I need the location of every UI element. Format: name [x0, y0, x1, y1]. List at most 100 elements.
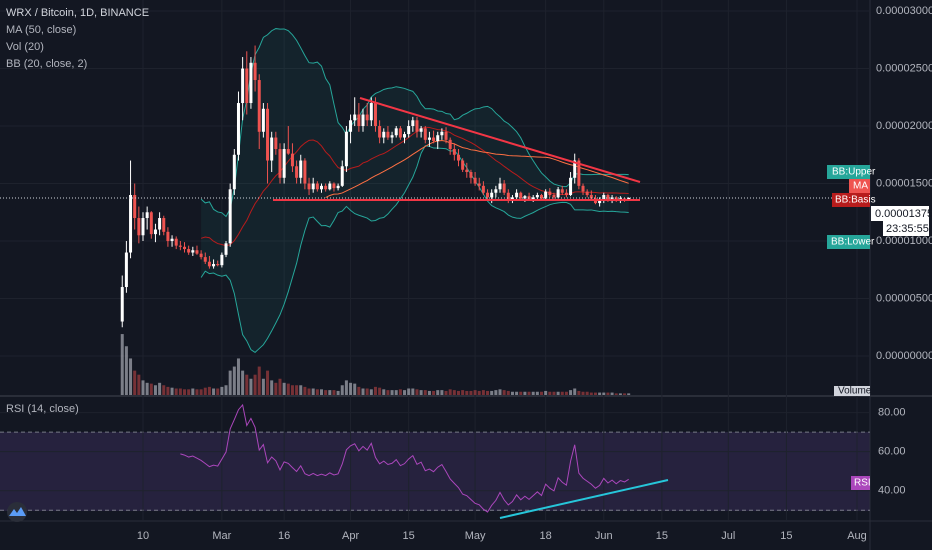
candle-body [224, 243, 228, 255]
indicator-legend: BB (20, close, 2) [6, 58, 87, 70]
volume-bar [357, 386, 361, 395]
volume-bar [461, 390, 465, 395]
candle-body [361, 114, 365, 127]
candle-body [261, 108, 265, 132]
volume-bar [249, 378, 253, 395]
volume-bar [552, 391, 556, 395]
volume-bar [373, 386, 377, 395]
bollinger-lower [200, 145, 629, 354]
volume-bar [199, 389, 203, 395]
tag-box [834, 386, 870, 396]
volume-bar [261, 378, 265, 395]
candle-body [585, 191, 589, 196]
volume-bar [423, 390, 427, 395]
candle-body [415, 120, 419, 132]
candle-body [523, 196, 527, 199]
volume-bar [232, 366, 236, 395]
volume-bar [490, 390, 494, 395]
volume-bar [315, 389, 319, 395]
volume-bar [344, 380, 348, 395]
volume-bar [382, 389, 386, 395]
candle-body [178, 245, 182, 247]
volume-bar [332, 390, 336, 395]
y-tick-label: 0.00000000 [876, 350, 932, 362]
candle-body [390, 135, 394, 138]
volume-bar [456, 390, 460, 395]
candle-body [195, 250, 199, 254]
volume-bar [544, 390, 548, 395]
volume-bar [257, 366, 261, 395]
candle-body [498, 183, 502, 190]
price-label: 0.00001375 [875, 208, 932, 220]
candle-body [274, 137, 278, 150]
volume-bar [465, 390, 469, 395]
candle-body [266, 108, 270, 161]
candle-body [220, 254, 224, 266]
volume-bar [158, 382, 162, 395]
y-tick-label: 0.00002500 [876, 62, 932, 74]
volume-bar [498, 389, 502, 395]
candle-body [490, 192, 494, 198]
x-tick-label: Apr [342, 530, 359, 542]
x-tick-label: 10 [137, 530, 149, 542]
x-tick-label: May [465, 530, 486, 542]
volume-bar [361, 388, 365, 395]
rsi-tick-label: 40.00 [878, 485, 906, 497]
rsi-tick-label: 80.00 [878, 407, 906, 419]
candle-body [378, 126, 382, 138]
candle-body [456, 154, 460, 161]
y-tick-label: 0.00003000 [876, 5, 932, 17]
tag: MA [853, 181, 868, 192]
candle-body [510, 197, 514, 200]
candle-body [257, 80, 261, 132]
chart-title: WRX / Bitcoin, 1D, BINANCE [6, 7, 149, 19]
candle-body [295, 166, 299, 178]
volume-bar [398, 389, 402, 395]
volume-bar [228, 370, 232, 395]
volume-bar [581, 391, 585, 395]
candle-body [199, 253, 203, 258]
candle-body [120, 287, 124, 322]
x-tick-label: 15 [403, 530, 415, 542]
volume-bar [469, 390, 473, 395]
candle-body [573, 160, 577, 178]
volume-bar [440, 390, 444, 395]
candle-body [232, 154, 236, 190]
candle-body [369, 103, 373, 121]
candle-body [278, 149, 282, 178]
volume-bar [606, 392, 610, 395]
candle-body [170, 238, 174, 242]
candle-body [519, 192, 523, 199]
volume-bar [515, 391, 519, 395]
candle-body [133, 195, 137, 219]
candle-body [228, 189, 232, 244]
volume-bar [477, 390, 481, 395]
volume-bar [390, 390, 394, 395]
candle-body [216, 264, 220, 266]
volume-bar [444, 390, 448, 395]
volume-bar [241, 370, 245, 395]
candle-body [149, 212, 153, 235]
candle-body [357, 114, 361, 127]
candle-body [452, 149, 456, 155]
candle-body [473, 177, 477, 184]
volume-bar [145, 382, 149, 395]
volume-bar [556, 391, 560, 395]
candle-body [477, 183, 481, 186]
candle-body [502, 183, 506, 193]
x-tick-label: 16 [278, 530, 290, 542]
volume-bar [415, 389, 419, 395]
volume-bar [220, 386, 224, 395]
candle-body [324, 185, 328, 190]
candle-body [581, 185, 585, 192]
candle-body [465, 169, 469, 173]
tag: BB:Lower [831, 237, 875, 248]
trendline [359, 97, 641, 183]
rsi-legend: RSI (14, close) [6, 403, 79, 415]
candle-body [382, 131, 386, 138]
candle-body [589, 195, 593, 199]
candle-body [486, 192, 490, 198]
volume-bar [336, 390, 340, 395]
candle-body [340, 166, 344, 186]
x-tick-label: Mar [212, 530, 231, 542]
